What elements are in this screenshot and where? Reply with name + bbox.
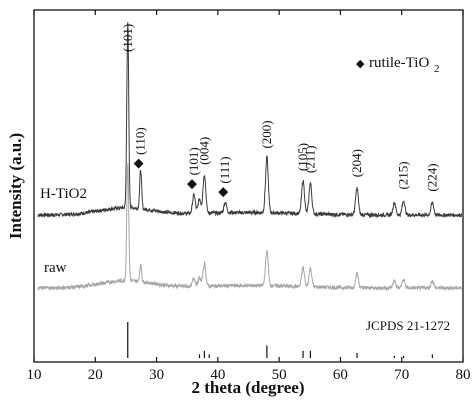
y-axis-title: Intensity (a.u.) (6, 133, 25, 239)
peak-label: (101) (186, 147, 201, 175)
peak-label: (200) (259, 120, 274, 148)
rutile-marker: ◆ (134, 155, 144, 170)
series-line-h-tio2 (37, 22, 463, 219)
x-axis-title: 2 theta (degree) (192, 378, 305, 397)
rutile-marker: ◆ (187, 175, 197, 190)
series-label-raw: raw (44, 260, 67, 276)
peak-label: (215) (396, 161, 411, 189)
reference-label: JCPDS 21-1272 (366, 318, 450, 333)
peak-label: (101) (120, 24, 135, 52)
series-label-h-tio2: H-TiO2 (40, 186, 87, 202)
reference-lines (127, 322, 433, 358)
x-tick-label: 30 (149, 367, 164, 383)
peak-labels: (101)◆(110)◆(101)(004)◆(111)(200)(105)(2… (120, 24, 440, 199)
rutile-marker: ◆ (218, 184, 228, 199)
peak-label: (105) (295, 143, 310, 171)
x-tick-label: 80 (456, 367, 471, 383)
x-tick-label: 20 (88, 367, 103, 383)
peak-label: (211) (302, 145, 317, 173)
x-tick-label: 10 (27, 367, 42, 383)
x-axis-ticks: 10 20 30 40 50 60 70 80 (27, 10, 471, 383)
legend-text: rutile-TiO (369, 55, 429, 71)
peak-label: (224) (424, 163, 439, 191)
x-tick-label: 70 (394, 367, 409, 383)
peak-label: (110) (133, 127, 148, 155)
peak-label: (004) (196, 137, 211, 165)
x-tick-label: 40 (210, 367, 225, 383)
peak-label: (204) (349, 149, 364, 177)
x-tick-label: 50 (272, 367, 287, 383)
peak-label: (111) (217, 156, 232, 183)
legend-subscript: 2 (434, 63, 440, 75)
legend-marker: ◆ (356, 58, 365, 70)
legend: ◆ rutile-TiO 2 (356, 55, 440, 75)
series-line-raw (37, 163, 463, 292)
plot-frame (33, 9, 464, 363)
x-tick-label: 60 (333, 367, 348, 383)
traces (37, 22, 463, 292)
